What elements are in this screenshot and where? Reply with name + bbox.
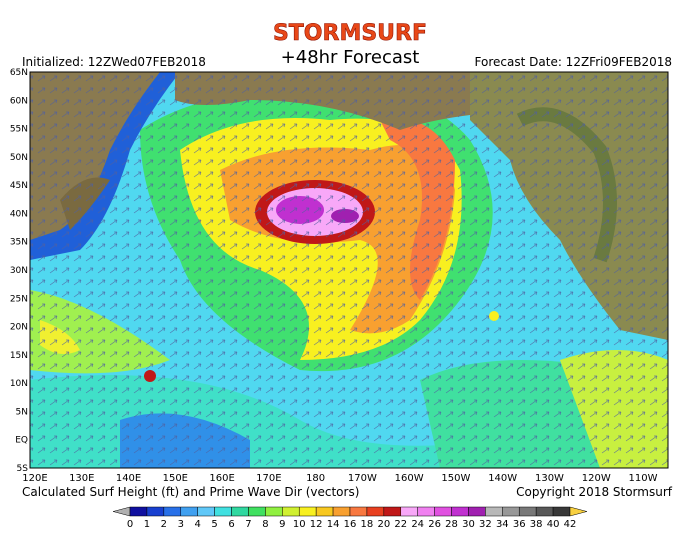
- colorbar-swatch: [400, 506, 418, 517]
- lat-label: 20N: [10, 323, 28, 333]
- colorbar-label: 36: [513, 519, 526, 530]
- lat-label: 10N: [10, 379, 28, 389]
- lon-label: 130W: [535, 473, 564, 484]
- colorbar-label: 3: [178, 519, 184, 530]
- colorbar-swatch: [502, 506, 520, 517]
- longitude-labels: 120E 130E 140E 150E 160E 170E 180 170W 160W 150W 1…: [22, 473, 657, 484]
- colorbar-swatch: [180, 506, 198, 517]
- colorbar-swatch: [129, 506, 148, 517]
- colorbar-label: 26: [428, 519, 441, 530]
- lon-label: 130E: [69, 473, 94, 484]
- lat-label: 30N: [10, 266, 28, 276]
- colorbar-swatch: [485, 506, 503, 517]
- colorbar: 0 1 2 3 4 5 6 7 8 9 10 12 14 16 18 20 22 24 26 28 30 32 34 36 38…: [112, 506, 588, 530]
- lat-label: 65N: [10, 68, 28, 78]
- colorbar-label: 34: [496, 519, 509, 530]
- colorbar-label: 9: [279, 519, 285, 530]
- colorbar-swatch: [434, 506, 452, 517]
- colorbar-swatch: [451, 506, 469, 517]
- lon-label: 160W: [395, 473, 424, 484]
- colorbar-label: 8: [262, 519, 268, 530]
- copyright: Copyright 2018 Stormsurf: [516, 485, 673, 499]
- colorbar-label: 14: [327, 519, 340, 530]
- lat-label: 60N: [10, 96, 28, 106]
- caption: Calculated Surf Height (ft) and Prime Wa…: [22, 485, 359, 499]
- colorbar-swatch: [112, 506, 131, 517]
- colorbar-label: 30: [462, 519, 475, 530]
- lon-label: 180: [306, 473, 325, 484]
- lon-label: 110W: [629, 473, 658, 484]
- lon-label: 140W: [488, 473, 517, 484]
- lon-label: 150W: [441, 473, 470, 484]
- lon-label: 120E: [22, 473, 47, 484]
- colorbar-label: 0: [127, 519, 133, 530]
- colorbar-swatch: [552, 506, 571, 517]
- colorbar-swatch: [535, 506, 554, 517]
- colorbar-swatch: [197, 506, 215, 517]
- forecast-date: Forecast Date: 12ZFri09FEB2018: [475, 55, 672, 69]
- colorbar-label: 6: [228, 519, 234, 530]
- lat-label: 40N: [10, 209, 28, 219]
- colorbar-swatch: [214, 506, 232, 517]
- colorbar-swatch: [518, 506, 537, 517]
- colorbar-label: 20: [377, 519, 390, 530]
- colorbar-label: 16: [344, 519, 357, 530]
- colorbar-swatch: [366, 506, 385, 517]
- colorbar-swatch: [332, 506, 351, 517]
- colorbar-label: 22: [394, 519, 407, 530]
- colorbar-label: 12: [310, 519, 323, 530]
- colorbar-swatch: [248, 506, 266, 517]
- colorbar-swatch: [298, 506, 317, 517]
- colorbar-label: 4: [195, 519, 201, 530]
- colorbar-label: 1: [144, 519, 150, 530]
- lon-label: 120W: [582, 473, 611, 484]
- lon-label: 140E: [116, 473, 141, 484]
- colorbar-swatch: [417, 506, 435, 517]
- colorbar-label: 42: [564, 519, 577, 530]
- colorbar-swatch: [315, 506, 334, 517]
- colorbar-swatch: [468, 506, 486, 517]
- lat-label: 25N: [10, 294, 28, 304]
- lat-label: 55N: [10, 125, 28, 135]
- lat-label: 15N: [10, 351, 28, 361]
- colorbar-swatch: [349, 506, 368, 517]
- lat-label: 50N: [10, 153, 28, 163]
- logo: STORMSURF: [273, 21, 427, 46]
- lat-label: 45N: [10, 181, 28, 191]
- lon-label: 150E: [163, 473, 188, 484]
- map-frame: [29, 71, 669, 469]
- lon-label: 160E: [209, 473, 234, 484]
- lat-label: EQ: [15, 436, 28, 446]
- map: [30, 72, 668, 468]
- lat-label: 35N: [10, 238, 28, 248]
- colorbar-swatch: [146, 506, 165, 517]
- colorbar-label: 38: [530, 519, 543, 530]
- colorbar-label: 2: [161, 519, 167, 530]
- lon-label: 170E: [256, 473, 281, 484]
- subtitle: +48hr Forecast: [281, 47, 420, 68]
- colorbar-label: 28: [445, 519, 458, 530]
- lon-label: 170W: [348, 473, 377, 484]
- colorbar-label: 10: [293, 519, 306, 530]
- colorbar-label: 7: [245, 519, 251, 530]
- colorbar-swatch: [383, 506, 402, 517]
- colorbar-swatch: [569, 506, 588, 517]
- colorbar-swatch: [231, 506, 249, 517]
- colorbar-label: 5: [211, 519, 217, 530]
- colorbar-label: 32: [479, 519, 492, 530]
- lat-label: 5N: [16, 407, 28, 417]
- colorbar-swatch: [265, 506, 283, 517]
- initialized: Initialized: 12ZWed07FEB2018: [22, 55, 206, 69]
- latitude-labels: 65N 60N 55N 50N 45N 40N 35N 30N 25N 20N 15N 10N 5N EQ…: [10, 68, 28, 474]
- colorbar-swatch: [163, 506, 182, 517]
- lat-label: 5S: [17, 464, 29, 474]
- colorbar-label: 40: [547, 519, 560, 530]
- colorbar-label: 24: [411, 519, 424, 530]
- colorbar-swatch: [282, 506, 300, 517]
- colorbar-label: 18: [361, 519, 374, 530]
